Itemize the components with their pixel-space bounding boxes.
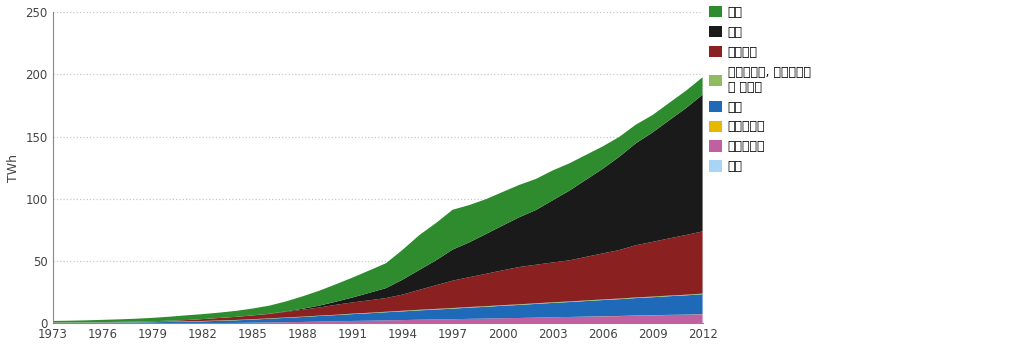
- Legend: 석유, 석탄, 천연가스, 바이오연료, 바이오매스
및 폐기물, 수력, 태양에너지, 지열에너지, 풍력: 석유, 석탄, 천연가스, 바이오연료, 바이오매스 및 폐기물, 수력, 태양…: [709, 6, 811, 173]
- Y-axis label: TWh: TWh: [7, 154, 19, 182]
